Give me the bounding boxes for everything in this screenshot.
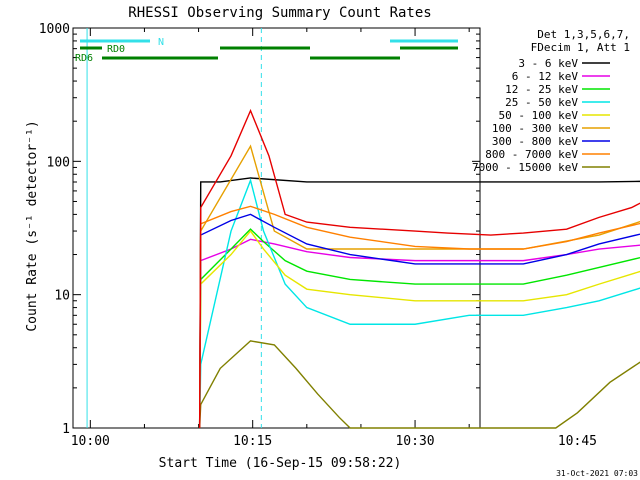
legend: Det 1,3,5,6,7,FDecim 1, Att 1 3 - 6 keV6 …	[472, 28, 630, 174]
legend-entry-label: 800 - 7000 keV	[485, 148, 578, 161]
x-tick-label: 10:15	[233, 434, 272, 449]
legend-header: FDecim 1, Att 1	[531, 41, 630, 54]
series-line	[198, 340, 640, 429]
y-tick-label: 10	[54, 289, 70, 304]
x-tick-label: 10:00	[71, 434, 110, 449]
rd6-label: RD6	[75, 53, 93, 64]
legend-entry-label: 3 - 6 keV	[518, 57, 578, 70]
y-tick-label: 1000	[39, 22, 70, 37]
annotations: N RD0 RD6	[75, 37, 458, 64]
series-line	[198, 177, 640, 429]
legend-entry-label: 7000 - 15000 keV	[472, 161, 578, 174]
legend-entry-label: 6 - 12 keV	[512, 70, 579, 83]
series-line	[198, 205, 640, 429]
y-axis-label: Count Rate (s⁻¹ detector⁻¹)	[25, 120, 40, 331]
legend-entry-label: 300 - 800 keV	[492, 135, 578, 148]
legend-header: Det 1,3,5,6,7,	[537, 28, 630, 41]
axes: 110100100010:0010:1510:3010:4511:0011:15…	[39, 22, 597, 449]
series-line	[198, 228, 640, 429]
series-line	[198, 213, 640, 429]
series-line	[198, 108, 640, 429]
legend-entry-label: 25 - 50 keV	[505, 96, 578, 109]
plot-frame	[72, 27, 481, 429]
x-axis-label: Start Time (16-Sep-15 09:58:22)	[159, 456, 402, 471]
rd0-label: RD0	[107, 44, 125, 55]
overlay-lines	[86, 28, 262, 428]
x-tick-label: 10:45	[558, 434, 597, 449]
legend-entry-label: 50 - 100 keV	[499, 109, 579, 122]
series-layer	[198, 108, 640, 429]
n-label: N	[158, 37, 164, 48]
series-line	[198, 238, 640, 429]
chart-title: RHESSI Observing Summary Count Rates	[128, 5, 431, 21]
legend-entry-label: 100 - 300 keV	[492, 122, 578, 135]
timestamp: 31-Oct-2021 07:03	[556, 469, 638, 478]
series-line	[198, 229, 640, 429]
series-line	[198, 178, 640, 429]
x-tick-label: 10:30	[395, 434, 434, 449]
legend-entry-label: 12 - 25 keV	[505, 83, 578, 96]
y-tick-label: 100	[47, 155, 70, 170]
y-tick-label: 1	[62, 422, 70, 437]
